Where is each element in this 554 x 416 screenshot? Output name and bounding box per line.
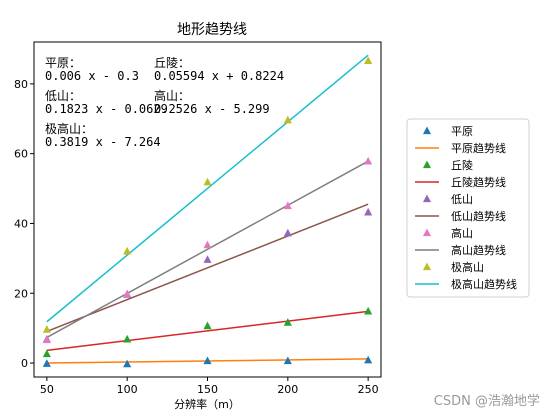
- data-point-series-4: [364, 156, 373, 165]
- legend-marker: [422, 262, 432, 271]
- annotation-label: 平原：: [45, 56, 81, 70]
- trend-line-5: [46, 54, 369, 323]
- x-tick-label: 200: [277, 383, 298, 396]
- legend-label: 极高山: [451, 260, 484, 274]
- x-tick-label: 100: [117, 383, 138, 396]
- data-point-series-2: [283, 318, 292, 326]
- data-point-series-1: [203, 356, 212, 365]
- legend-marker: [422, 194, 432, 203]
- legend-label: 低山: [451, 193, 473, 206]
- annotation-label: 低山：: [45, 89, 81, 103]
- trend-line-3: [46, 203, 369, 333]
- legend-label: 低山趋势线: [451, 209, 506, 223]
- data-point-series-5: [364, 56, 373, 64]
- data-point-series-5: [42, 325, 51, 333]
- trend-line-2: [46, 310, 369, 352]
- data-point-series-3: [283, 228, 292, 237]
- y-tick-label: 60: [14, 148, 28, 161]
- data-point-series-2: [42, 349, 51, 358]
- data-point-series-5: [283, 115, 292, 124]
- y-tick-label: 80: [14, 78, 28, 91]
- data-point-series-3: [364, 207, 373, 216]
- legend-marker: [422, 126, 432, 135]
- equation-annotations: 平原：0.006 x - 0.3 丘陵：0.05594 x + 0.8224 低山：…: [45, 56, 284, 149]
- annotation-equation: 0.05594 x + 0.8224: [154, 69, 284, 83]
- y-tick-label: 20: [14, 287, 28, 300]
- annotation-equation: 0.006 x - 0.3: [45, 69, 139, 83]
- x-tick-label: 150: [197, 383, 218, 396]
- x-axis-label: 分辨率（m）: [174, 397, 240, 411]
- legend-label: 高山: [451, 226, 473, 240]
- y-tick-label: 0: [21, 357, 28, 370]
- annotation-equation: 0.2526 x - 5.299: [154, 102, 270, 116]
- annotation-equation: 0.3819 x - 7.264: [45, 135, 161, 149]
- legend-marker: [422, 228, 432, 237]
- annotation-equation: 0.1823 x - 0.0629: [45, 102, 168, 116]
- data-point-series-4: [42, 335, 51, 344]
- data-point-series-5: [123, 246, 132, 255]
- y-tick-label: 40: [14, 217, 28, 230]
- legend-label: 平原趋势线: [451, 141, 506, 155]
- x-tick-label: 50: [40, 383, 54, 396]
- data-point-series-4: [283, 201, 292, 210]
- legend-label: 高山趋势线: [451, 243, 506, 257]
- data-point-series-2: [203, 321, 212, 330]
- legend-marker: [422, 160, 432, 169]
- legend-label: 丘陵趋势线: [451, 175, 506, 189]
- annotation-label: 高山：: [154, 88, 190, 103]
- watermark: CSDN @浩瀚地学: [434, 393, 540, 409]
- legend-label: 丘陵: [451, 159, 473, 172]
- data-point-series-4: [203, 240, 212, 249]
- x-tick-label: 250: [358, 383, 379, 396]
- data-point-series-3: [203, 255, 212, 263]
- chart-title: 地形趋势线: [177, 22, 247, 38]
- legend-label: 平原: [451, 125, 473, 138]
- legend-label: 极高山趋势线: [451, 277, 517, 291]
- plot-area: 50 100 150 200 250 0 20 40 60 80: [14, 41, 382, 396]
- data-point-series-1: [123, 359, 132, 368]
- data-point-series-1: [364, 355, 373, 364]
- data-point-series-1: [42, 359, 51, 367]
- trend-line-4: [46, 160, 369, 339]
- annotation-label: 丘陵：: [154, 56, 190, 70]
- data-point-series-4: [123, 289, 132, 298]
- data-point-series-1: [283, 356, 292, 365]
- data-point-series-2: [123, 334, 132, 343]
- legend-box: [406, 118, 530, 298]
- annotation-label: 极高山：: [45, 121, 93, 136]
- data-point-series-2: [364, 306, 373, 315]
- data-point-series-5: [203, 177, 212, 186]
